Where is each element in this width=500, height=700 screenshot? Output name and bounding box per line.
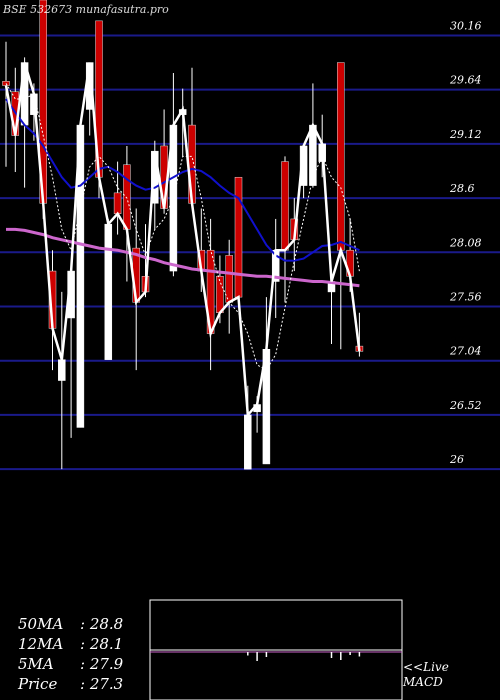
y-axis-ticks: 30.16 29.64 29.12 28.6 28.08 27.56 27.04 26.52 2…: [449, 19, 482, 466]
ma50-value: : 28.8: [80, 615, 124, 633]
macd-label: MACD: [403, 675, 443, 689]
chart-title: BSE 532673 munafasutra.pro: [3, 3, 169, 16]
y-tick-label-4: 28.08: [449, 236, 482, 249]
legend-row-ma5: 5MA : 27.9: [18, 654, 123, 674]
price-line: [4, 62, 361, 418]
candle-body-11: [104, 223, 113, 360]
indicator-lines: [4, 62, 361, 418]
ma-mid-line: [5, 98, 360, 262]
ma-long-line: [6, 227, 360, 288]
y-tick-label-5: 27.56: [449, 291, 482, 304]
live-label: <<Live: [403, 660, 449, 674]
ma50-label: 50MA: [18, 615, 64, 633]
y-tick-label-1: 29.64: [449, 74, 482, 87]
macd-caption: <<Live MACD: [403, 660, 449, 690]
ma12-label: 12MA: [18, 635, 64, 653]
legend-row-ma50: 50MA : 28.8: [18, 614, 123, 634]
candle-body-25: [234, 176, 243, 298]
ma-short-line: [5, 83, 360, 371]
legend-row-ma12: 12MA : 28.1: [18, 634, 123, 654]
candle-body-6: [58, 359, 66, 381]
y-tick-label-8: 26: [449, 453, 464, 466]
price-gridlines: [0, 34, 500, 471]
ma12-value: : 28.1: [80, 635, 124, 653]
ma5-value: : 27.9: [80, 655, 124, 673]
y-tick-label-7: 26.52: [449, 399, 482, 412]
macd-panel: [149, 599, 403, 700]
ma5-label: 5MA: [18, 655, 54, 673]
price-value: : 27.3: [80, 675, 124, 693]
price-label: Price: [18, 675, 58, 693]
candle-body-26: [244, 414, 252, 470]
candlesticks: [2, 0, 364, 470]
y-tick-label-6: 27.04: [449, 345, 482, 358]
legend-row-price: Price : 27.3: [18, 674, 123, 694]
candle-body-36: [337, 62, 345, 251]
candle-body-24: [225, 255, 233, 303]
candle-body-23: [216, 276, 224, 314]
candle-body-12: [113, 192, 122, 214]
y-tick-label-0: 30.16: [450, 19, 482, 32]
candle-body-13: [123, 164, 131, 230]
candle-body-30: [281, 161, 289, 251]
y-tick-label-2: 29.12: [449, 128, 482, 141]
moving-average-legend: 50MA : 28.8 12MA : 28.1 5MA : 27.9 Price…: [18, 614, 123, 694]
y-tick-label-3: 28.6: [449, 182, 475, 195]
